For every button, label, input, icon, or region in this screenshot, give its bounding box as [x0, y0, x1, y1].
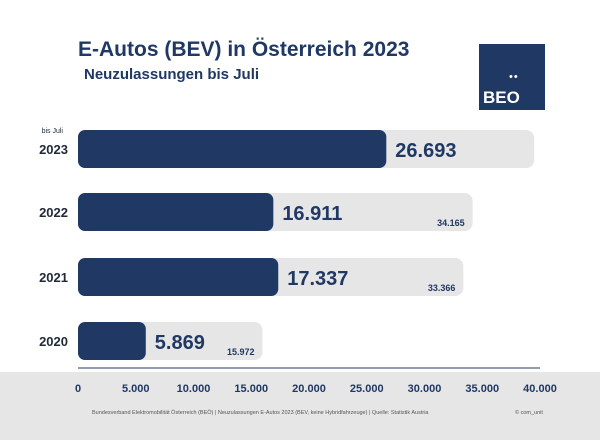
value-label-2020: 5.869	[155, 332, 205, 354]
footer-source: Bundesverband Elektromobilität Österreic…	[92, 410, 429, 416]
year-label-2021: 2021	[39, 270, 68, 285]
category-note: bis Juli	[42, 128, 64, 135]
x-tick-label: 5.000	[122, 383, 150, 395]
x-tick-label: 15.000	[234, 383, 268, 395]
chart-subtitle: Neuzulassungen bis Juli	[84, 66, 260, 83]
total-label-2020: 15.972	[227, 347, 255, 357]
footer-band	[0, 372, 600, 440]
x-tick-label: 0	[75, 383, 81, 395]
year-label-2022: 2022	[39, 205, 68, 220]
x-tick-label: 10.000	[177, 383, 211, 395]
footer-credit: © com_unit	[515, 410, 543, 416]
value-bar-2023	[78, 130, 387, 168]
logo-dots: ••	[509, 71, 519, 83]
value-label-2023: 26.693	[395, 140, 456, 162]
value-label-2021: 17.337	[287, 268, 348, 290]
value-label-2022: 16.911	[282, 203, 342, 225]
total-label-2022: 34.165	[437, 218, 465, 228]
beo-logo: •• BEO	[479, 44, 545, 110]
x-tick-label: 20.000	[292, 383, 326, 395]
chart-title: E-Autos (BEV) in Österreich 2023	[78, 38, 410, 61]
x-tick-label: 30.000	[408, 383, 442, 395]
x-tick-label: 40.000	[523, 383, 557, 395]
total-label-2021: 33.366	[428, 283, 456, 293]
logo-text: BEO	[483, 88, 520, 107]
value-bar-2020	[78, 322, 146, 360]
x-tick-label: 25.000	[350, 383, 384, 395]
value-bar-2022	[78, 193, 274, 231]
value-bar-2021	[78, 258, 279, 296]
x-tick-label: 35.000	[465, 383, 499, 395]
year-label-2020: 2020	[39, 334, 68, 349]
year-label-2023: 2023	[39, 142, 68, 157]
